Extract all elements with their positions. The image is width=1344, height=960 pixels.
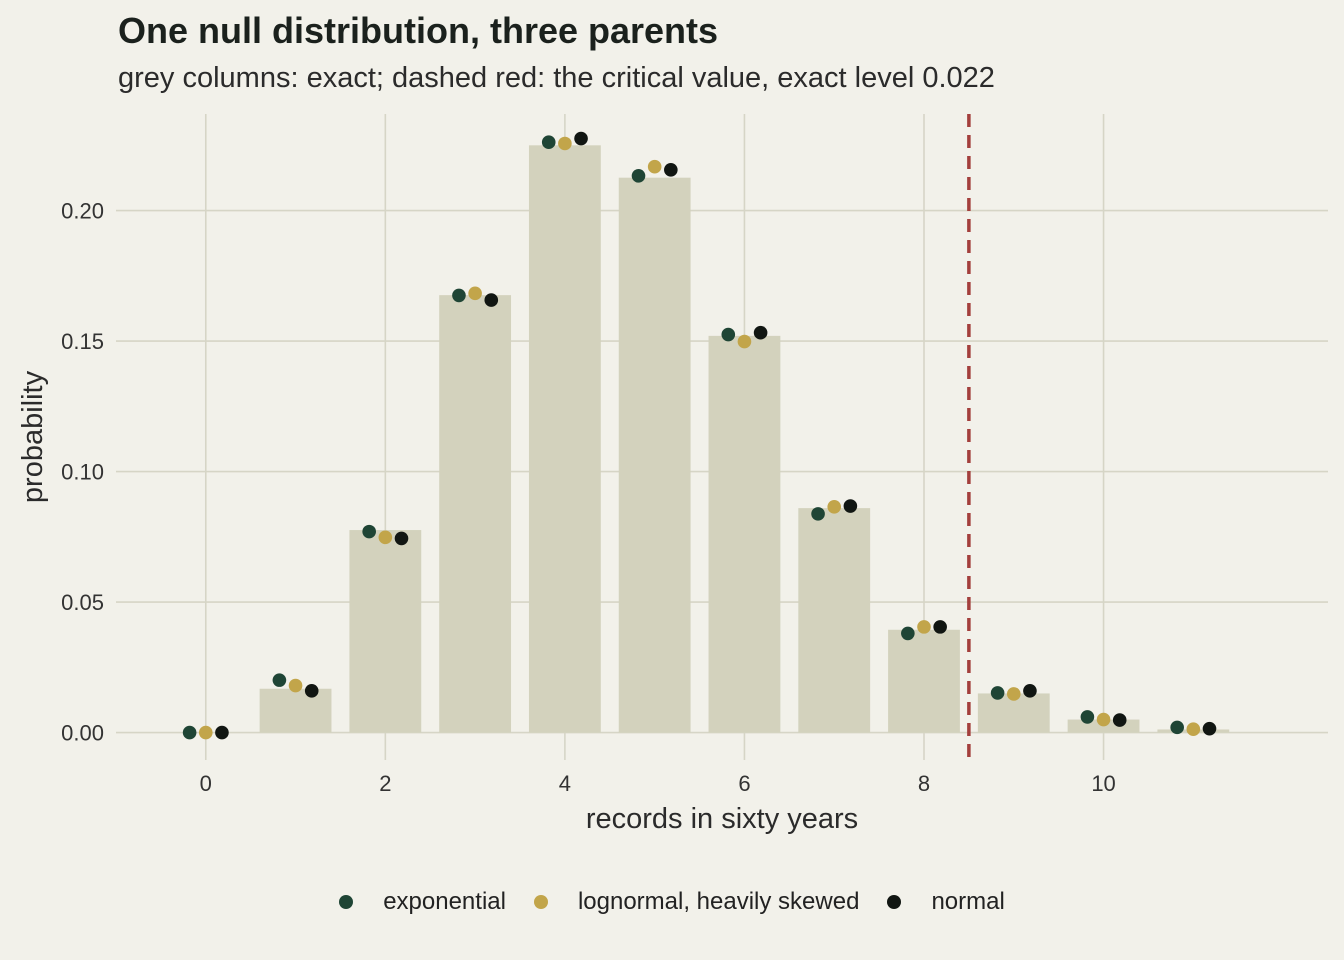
point-lognormal	[198, 725, 213, 740]
legend-label: exponential	[383, 888, 506, 915]
x-tick-label: 4	[559, 771, 571, 796]
legend-item-lognormal: lognormal, heavily skewed	[533, 888, 860, 916]
legend-label: lognormal, heavily skewed	[577, 888, 860, 915]
exact-bar	[528, 145, 601, 733]
point-normal	[1202, 721, 1217, 736]
legend-item-normal: normal	[887, 888, 1005, 916]
point-exponential	[182, 725, 197, 740]
legend-label: normal	[931, 888, 1005, 915]
point-normal	[1112, 713, 1127, 727]
point-exponential	[1170, 720, 1184, 735]
point-lognormal	[917, 620, 931, 634]
x-axis-title: records in sixty years	[586, 803, 858, 835]
point-lognormal	[288, 678, 303, 693]
point-lognormal	[468, 286, 482, 301]
point-exponential	[990, 686, 1005, 700]
legend-item-exponential: exponential	[339, 888, 506, 916]
legend-key-exponential	[339, 895, 354, 909]
series-lognormal	[198, 136, 1201, 740]
point-lognormal	[378, 530, 393, 545]
point-lognormal	[1096, 712, 1111, 727]
x-tick-label: 10	[1091, 771, 1115, 796]
point-lognormal	[827, 500, 842, 514]
legend: exponential lognormal, heavily skewed norm…	[0, 888, 1344, 916]
point-lognormal	[1006, 687, 1021, 701]
series-normal	[215, 131, 1217, 740]
x-tick-label: 0	[200, 771, 212, 796]
point-normal	[394, 531, 409, 546]
exact-bar	[888, 629, 960, 733]
series-points	[182, 131, 1217, 740]
point-normal	[933, 620, 947, 634]
y-axis-title: probability	[17, 370, 49, 503]
exact-bar	[798, 508, 871, 733]
series-exponential	[182, 135, 1184, 740]
exact-bar	[618, 177, 691, 733]
point-normal	[304, 684, 319, 698]
point-exponential	[541, 135, 556, 149]
point-exponential	[811, 507, 825, 521]
y-tick-label: 0.10	[61, 460, 104, 485]
point-exponential	[721, 327, 736, 342]
chart-title: One null distribution, three parents	[118, 10, 719, 51]
point-normal	[753, 325, 768, 340]
x-tick-label: 2	[379, 771, 391, 796]
exact-bars	[259, 145, 1230, 733]
exact-bar	[439, 295, 512, 733]
point-normal	[574, 131, 588, 146]
exact-bar	[708, 335, 781, 733]
point-lognormal	[737, 334, 752, 349]
point-exponential	[272, 673, 287, 687]
point-lognormal	[1186, 722, 1201, 737]
legend-key-normal	[887, 895, 902, 909]
point-exponential	[452, 288, 466, 303]
point-normal	[843, 499, 858, 513]
point-exponential	[631, 169, 646, 183]
chart-subtitle: grey columns: exact; dashed red: the cri…	[118, 62, 995, 94]
point-normal	[215, 725, 229, 740]
point-lognormal	[647, 159, 662, 174]
exact-bar	[349, 530, 422, 733]
point-exponential	[362, 524, 376, 539]
point-normal	[664, 163, 678, 177]
point-normal	[1023, 684, 1037, 698]
x-tick-label: 6	[738, 771, 750, 796]
y-tick-label: 0.20	[61, 199, 104, 224]
exact-bar	[259, 688, 332, 733]
point-exponential	[1080, 710, 1095, 724]
y-tick-label: 0.05	[61, 590, 104, 615]
point-lognormal	[558, 136, 572, 151]
point-exponential	[901, 626, 915, 641]
legend-key-lognormal	[533, 895, 548, 909]
point-normal	[484, 293, 499, 307]
x-tick-label: 8	[918, 771, 930, 796]
tick-labels: 0 2 4 6 8 10 0.00 0.05 0.10 0.15 0.20	[61, 199, 1116, 796]
y-tick-label: 0.00	[61, 721, 104, 746]
y-tick-label: 0.15	[61, 329, 104, 354]
